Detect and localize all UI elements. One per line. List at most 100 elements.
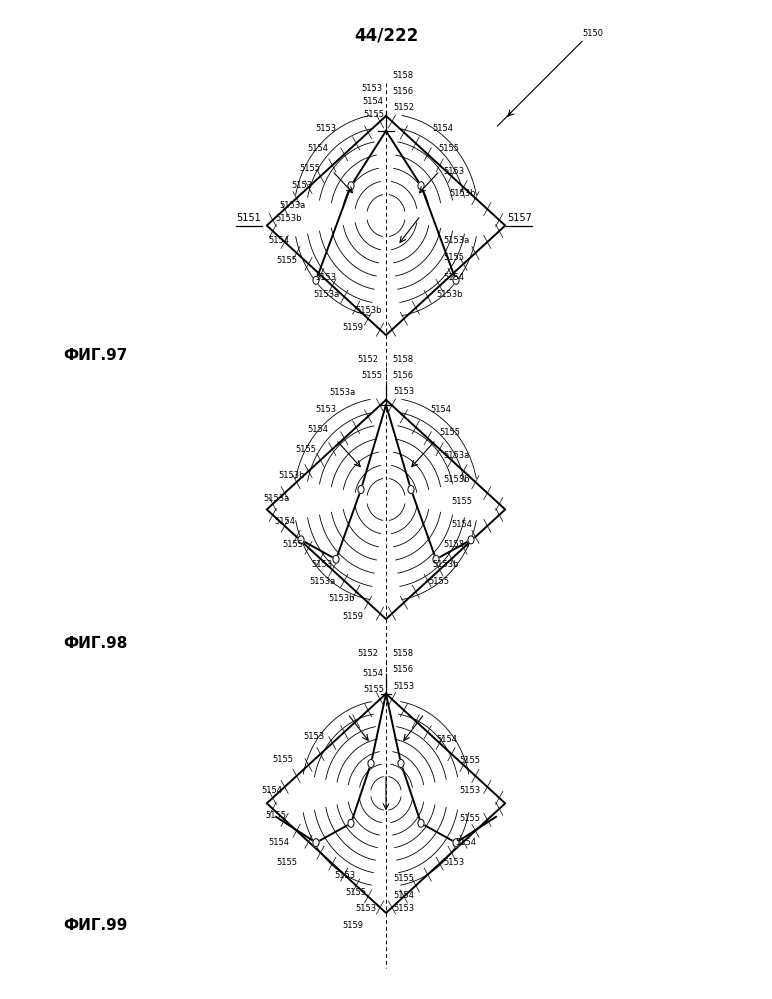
Text: 5153: 5153 — [315, 405, 336, 414]
Text: 5153: 5153 — [303, 731, 324, 740]
Text: 5153a: 5153a — [279, 201, 305, 210]
Text: 5153a: 5153a — [310, 577, 336, 586]
Text: 5153: 5153 — [444, 858, 465, 867]
Text: 5154: 5154 — [452, 520, 472, 529]
Text: 5155: 5155 — [364, 684, 384, 693]
Text: 5154: 5154 — [432, 124, 453, 133]
Text: 5154: 5154 — [436, 734, 457, 743]
Circle shape — [348, 819, 354, 827]
Text: 5155: 5155 — [394, 874, 415, 883]
Text: 5151: 5151 — [236, 213, 261, 223]
Text: 5153b: 5153b — [279, 471, 305, 480]
Circle shape — [418, 819, 424, 827]
Text: 5154: 5154 — [431, 405, 452, 414]
Text: 5153b: 5153b — [356, 307, 382, 316]
Text: 5156: 5156 — [392, 87, 413, 96]
Text: 5155: 5155 — [282, 540, 303, 549]
Text: 5154: 5154 — [274, 517, 295, 526]
Text: 5159: 5159 — [342, 921, 363, 930]
Circle shape — [348, 182, 354, 190]
Circle shape — [468, 535, 474, 543]
Text: 5155: 5155 — [444, 254, 465, 263]
Text: 5155: 5155 — [273, 754, 293, 763]
Text: 5155: 5155 — [296, 445, 317, 454]
Text: 5155: 5155 — [346, 888, 367, 897]
Text: 5155: 5155 — [440, 428, 461, 437]
Text: 5156: 5156 — [392, 371, 413, 380]
Circle shape — [453, 839, 459, 847]
Text: 5153: 5153 — [292, 181, 313, 190]
Circle shape — [333, 555, 339, 563]
Text: 5155: 5155 — [265, 811, 286, 820]
Text: 5154: 5154 — [269, 237, 290, 246]
Circle shape — [408, 486, 414, 494]
Text: 5153: 5153 — [315, 124, 336, 133]
Text: 5153a: 5153a — [313, 291, 340, 300]
Text: 5159: 5159 — [342, 323, 363, 332]
Text: 5153b: 5153b — [444, 475, 470, 484]
Text: 5153: 5153 — [361, 84, 382, 93]
Text: 44/222: 44/222 — [354, 26, 418, 44]
Text: 5153: 5153 — [356, 904, 377, 913]
Circle shape — [313, 277, 319, 285]
Text: 5154: 5154 — [363, 97, 384, 106]
Circle shape — [358, 486, 364, 494]
Text: 5155: 5155 — [361, 371, 382, 380]
Text: 5153b: 5153b — [432, 560, 459, 569]
Circle shape — [368, 759, 374, 767]
Text: 5154: 5154 — [455, 838, 476, 847]
Text: 5158: 5158 — [392, 649, 413, 658]
Text: 5154: 5154 — [362, 669, 383, 678]
Text: 5154: 5154 — [261, 786, 282, 795]
Text: ФИГ.98: ФИГ.98 — [63, 636, 127, 651]
Text: 5153b: 5153b — [449, 189, 476, 198]
Text: 5152: 5152 — [357, 355, 378, 364]
Text: 5152: 5152 — [394, 103, 415, 112]
Text: 5154: 5154 — [394, 891, 415, 900]
Text: 5157: 5157 — [507, 213, 532, 223]
Circle shape — [398, 759, 404, 767]
Text: 5153b: 5153b — [275, 214, 301, 223]
Text: 5155: 5155 — [428, 577, 449, 586]
Circle shape — [313, 839, 319, 847]
Text: 5155: 5155 — [438, 144, 459, 153]
Text: 5153a: 5153a — [263, 495, 290, 503]
Text: 5155: 5155 — [276, 858, 297, 867]
Text: ФИГ.97: ФИГ.97 — [63, 348, 127, 363]
Text: 5153a: 5153a — [444, 237, 470, 246]
Text: 5154: 5154 — [307, 144, 328, 153]
Text: 5153: 5153 — [394, 681, 415, 690]
Text: 5153: 5153 — [311, 560, 332, 569]
Text: 5153: 5153 — [394, 387, 415, 396]
Text: 5155: 5155 — [276, 257, 297, 266]
Text: 5154: 5154 — [307, 425, 328, 434]
Text: 5153b: 5153b — [329, 594, 355, 603]
Text: 5153b: 5153b — [436, 291, 462, 300]
Text: 5155: 5155 — [300, 164, 320, 173]
Text: 5153: 5153 — [444, 167, 465, 176]
Text: 5154: 5154 — [269, 838, 290, 847]
Circle shape — [453, 277, 459, 285]
Text: 5152: 5152 — [357, 649, 378, 658]
Text: 5153: 5153 — [394, 904, 415, 913]
Text: 5153a: 5153a — [444, 540, 470, 549]
Text: 5150: 5150 — [582, 29, 603, 38]
Text: 5153a: 5153a — [329, 388, 355, 397]
Text: 5153: 5153 — [315, 274, 336, 283]
Circle shape — [433, 555, 439, 563]
Text: 5155: 5155 — [459, 814, 480, 823]
Text: 5156: 5156 — [392, 665, 413, 674]
Text: ФИГ.99: ФИГ.99 — [63, 918, 127, 933]
Text: 5153: 5153 — [459, 786, 480, 795]
Text: 5155: 5155 — [364, 110, 384, 119]
Circle shape — [298, 535, 304, 543]
Text: 5155: 5155 — [459, 756, 480, 765]
Circle shape — [418, 182, 424, 190]
Text: 5153a: 5153a — [444, 451, 470, 460]
Text: 5159: 5159 — [342, 612, 363, 621]
Text: 5153: 5153 — [334, 871, 355, 880]
Text: 5154: 5154 — [444, 274, 465, 283]
Text: 5155: 5155 — [452, 498, 472, 506]
Text: 5158: 5158 — [392, 71, 413, 80]
Text: 5158: 5158 — [392, 355, 413, 364]
